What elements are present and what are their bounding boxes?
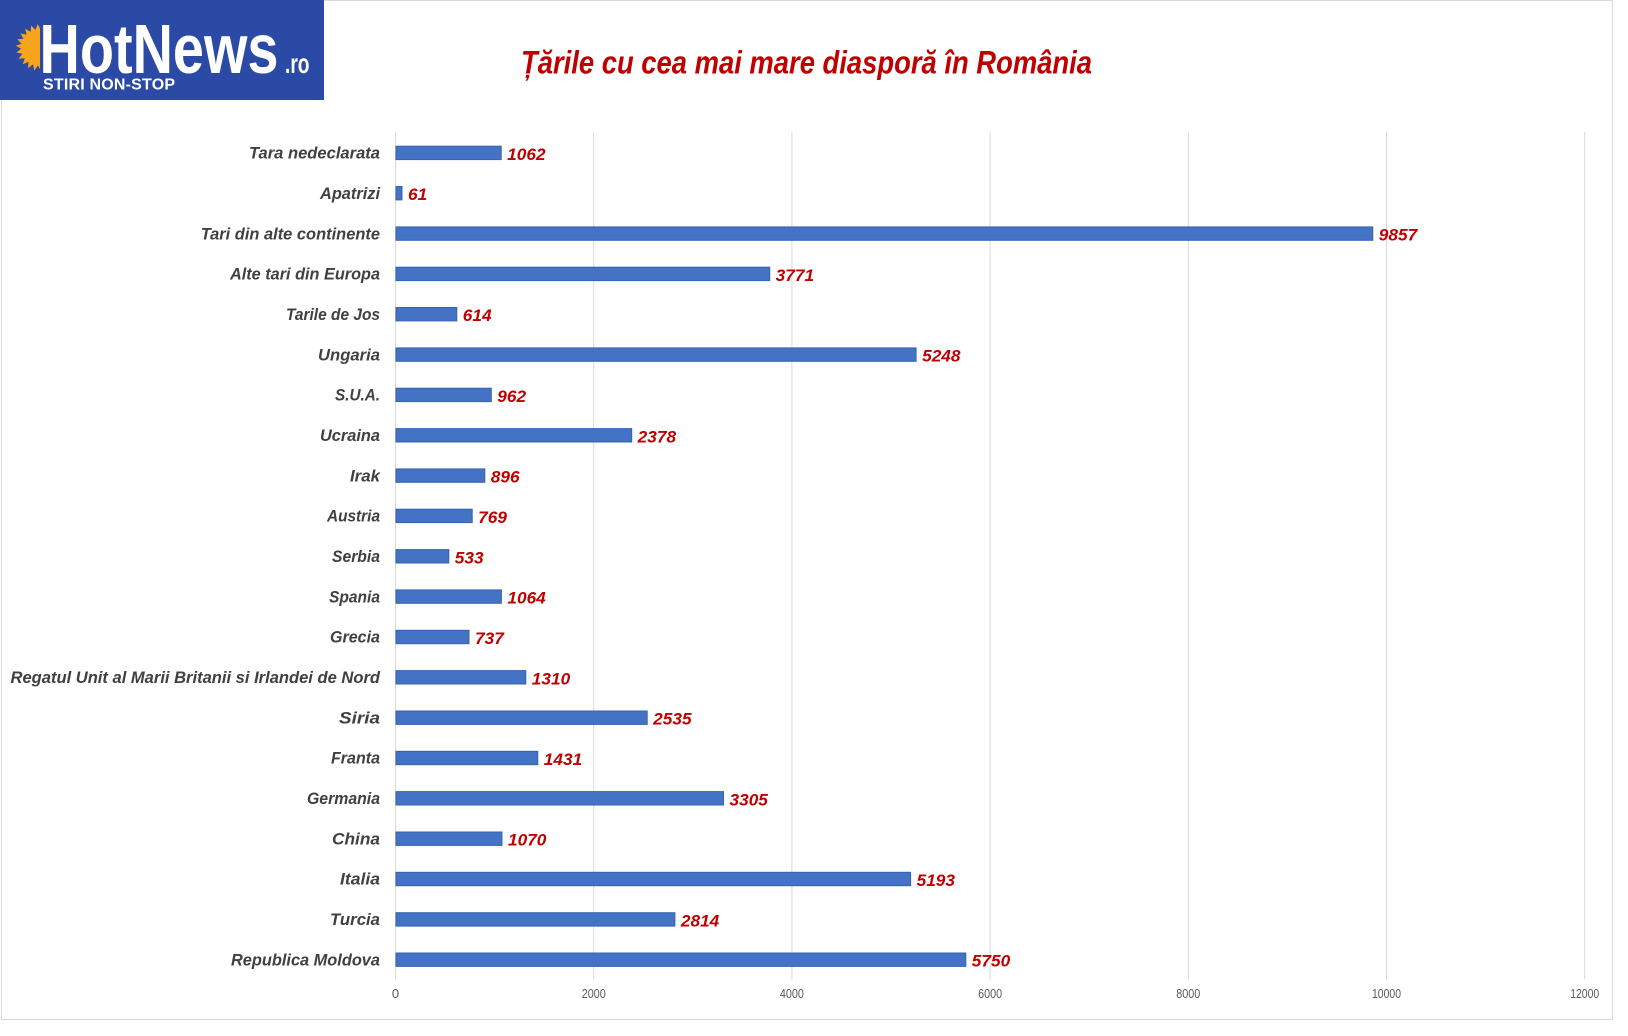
svg-text:Siria: Siria <box>339 708 380 727</box>
svg-text:STIRI NON-STOP: STIRI NON-STOP <box>43 77 175 94</box>
svg-text:Turcia: Turcia <box>330 910 380 929</box>
svg-text:5750: 5750 <box>972 952 1011 971</box>
svg-text:5248: 5248 <box>922 347 961 366</box>
svg-text:S.U.A.: S.U.A. <box>335 386 380 405</box>
svg-text:2535: 2535 <box>652 710 692 729</box>
svg-text:1062: 1062 <box>507 145 546 164</box>
svg-text:4000: 4000 <box>780 986 804 1001</box>
svg-text:61: 61 <box>408 185 427 204</box>
svg-text:2000: 2000 <box>582 986 606 1001</box>
svg-text:1070: 1070 <box>508 831 547 850</box>
svg-text:Irak: Irak <box>350 466 382 485</box>
svg-text:1310: 1310 <box>532 669 571 688</box>
svg-text:9857: 9857 <box>1379 226 1419 245</box>
svg-text:Franta: Franta <box>331 749 380 768</box>
svg-text:Austria: Austria <box>326 507 380 526</box>
svg-text:Tarile de Jos: Tarile de Jos <box>286 305 380 324</box>
svg-text:HotNews: HotNews <box>40 10 279 88</box>
svg-text:Ungaria: Ungaria <box>318 345 380 364</box>
svg-text:769: 769 <box>478 508 507 527</box>
svg-text:Regatul Unit al Marii Britanii: Regatul Unit al Marii Britanii si Irland… <box>11 668 381 687</box>
svg-text:Tari din alte continente: Tari din alte continente <box>201 224 380 243</box>
svg-text:8000: 8000 <box>1176 986 1200 1001</box>
svg-text:5193: 5193 <box>917 871 956 890</box>
svg-text:1431: 1431 <box>544 750 582 769</box>
svg-text:Tara nedeclarata: Tara nedeclarata <box>249 144 380 163</box>
svg-text:614: 614 <box>463 306 492 325</box>
svg-text:Spania: Spania <box>329 587 380 606</box>
svg-text:Alte tari din Europa: Alte tari din Europa <box>229 265 380 284</box>
svg-text:Țările cu cea mai mare diaspor: Țările cu cea mai mare diasporă în Român… <box>521 45 1092 81</box>
svg-text:12000: 12000 <box>1570 986 1599 1001</box>
svg-text:Republica Moldova: Republica Moldova <box>231 950 380 969</box>
svg-text:896: 896 <box>491 468 520 487</box>
svg-text:2378: 2378 <box>637 427 677 446</box>
svg-text:737: 737 <box>475 629 505 648</box>
svg-text:2814: 2814 <box>680 911 720 930</box>
svg-text:533: 533 <box>455 548 484 567</box>
svg-text:3771: 3771 <box>776 266 814 285</box>
svg-text:6000: 6000 <box>978 986 1002 1001</box>
svg-text:Grecia: Grecia <box>330 628 380 647</box>
svg-text:0: 0 <box>392 986 399 1001</box>
svg-text:10000: 10000 <box>1372 986 1401 1001</box>
svg-text:962: 962 <box>497 387 526 406</box>
svg-text:Italia: Italia <box>340 870 380 889</box>
svg-text:Ucraina: Ucraina <box>320 426 380 445</box>
svg-text:1064: 1064 <box>507 589 546 608</box>
svg-text:Serbia: Serbia <box>332 547 380 566</box>
svg-text:3305: 3305 <box>730 790 769 809</box>
svg-text:Apatrizi: Apatrizi <box>319 184 381 203</box>
svg-text:.ro: .ro <box>285 48 310 79</box>
svg-text:Germania: Germania <box>307 789 380 808</box>
svg-text:China: China <box>332 829 380 848</box>
